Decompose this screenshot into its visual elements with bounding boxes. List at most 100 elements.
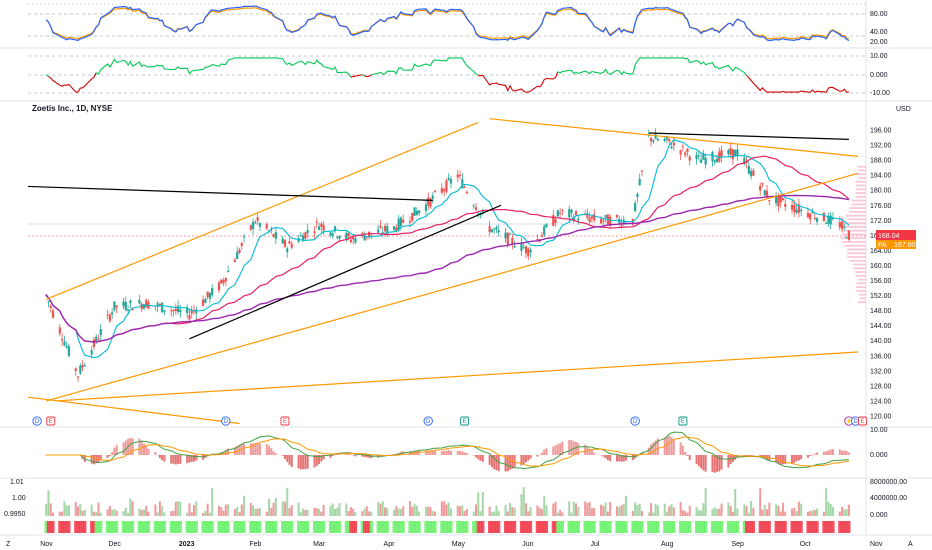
sma-mid-line (45, 155, 850, 343)
osc-line-positive (362, 74, 365, 77)
trend-bar (369, 521, 373, 533)
macd-hist-bar (145, 446, 148, 455)
trend-bar (206, 521, 210, 533)
volume-bar (106, 509, 109, 516)
volume-profile-bar (858, 293, 866, 296)
osc-lines (45, 57, 849, 93)
volume-bar (95, 512, 98, 516)
volume-bar (361, 511, 364, 516)
volume-bar (504, 505, 507, 516)
candle-body (111, 312, 114, 315)
volume-profile-bar (851, 203, 866, 206)
candle-body (49, 305, 52, 308)
candle-body (106, 314, 109, 316)
candle-body (63, 341, 66, 346)
volume-bar (791, 508, 794, 516)
macd-hist-bar (577, 443, 580, 455)
macd-hist-bar (700, 455, 703, 469)
macd-hist-bar (686, 455, 689, 456)
candle-body (299, 235, 302, 237)
trend-bar (394, 521, 398, 533)
volume-bar (800, 503, 803, 516)
price-tick: 196.00 (870, 128, 892, 135)
macd-hist-bar (97, 455, 100, 462)
volume-bar (766, 509, 769, 516)
volume-bar (625, 495, 628, 516)
macd-hist-bar (670, 437, 673, 455)
candle-body (781, 198, 785, 200)
volume-bar (763, 504, 766, 516)
macd-hist-bar (320, 455, 323, 462)
trend-bar (78, 521, 82, 533)
trend-bar (83, 521, 87, 533)
time-label: Mar (313, 541, 326, 548)
volume-bar (329, 505, 332, 516)
osc-line-negative (746, 75, 849, 93)
trend-bar (765, 521, 769, 533)
macd-hist-bar (193, 455, 195, 462)
trend-bar (790, 521, 794, 533)
candle-body (825, 222, 828, 224)
volume-bar (190, 512, 193, 516)
event-marker-dividend: D (32, 416, 42, 426)
volume-bar (841, 506, 844, 516)
volume-bar (538, 507, 541, 516)
trend-bar (297, 521, 301, 533)
trend-bar (408, 521, 412, 533)
volume-profile-bar (856, 282, 866, 285)
volume-bar (634, 502, 637, 516)
volume-bar (604, 502, 607, 516)
trendline-black-support (189, 204, 502, 340)
trend-bar (65, 521, 69, 533)
macd-hist-bar (811, 454, 814, 456)
stoch-tick-20: 20.00 (870, 39, 888, 46)
volume-bar (431, 511, 434, 516)
volume-bar (672, 507, 675, 516)
candle-body (472, 205, 475, 207)
candle-body (304, 232, 307, 239)
volume-bar (74, 501, 77, 516)
macd-hist-bar (529, 455, 532, 459)
volume-bar (784, 511, 787, 516)
volume-bar (170, 511, 173, 516)
time-corner-left: Z (6, 541, 11, 548)
trend-bar (337, 521, 342, 533)
macd-hist-bar (302, 455, 305, 470)
trend-bar (381, 521, 385, 533)
price-tick: 148.00 (870, 308, 892, 315)
trend-bar (378, 521, 383, 533)
last-price-box (876, 230, 916, 240)
candle-body (477, 213, 480, 215)
macd-hist-bar (843, 450, 846, 455)
volume-bar (622, 503, 625, 516)
macd-hist-bar (745, 455, 748, 456)
time-label: Nov (40, 541, 53, 548)
volume-bar (540, 509, 543, 516)
macd-hist-bar (445, 450, 448, 455)
vol-left-tick-1: 1.01 (10, 479, 24, 486)
candle-body (283, 240, 287, 247)
volume-bar (322, 505, 325, 516)
volume-bar (481, 491, 484, 516)
candle-body (520, 242, 523, 252)
trend-bar (315, 521, 319, 533)
trend-bar (201, 521, 205, 533)
trend-bar (237, 521, 242, 533)
macd-hist-bar (809, 455, 812, 457)
candle-body (445, 180, 448, 192)
macd-hist-bar (111, 452, 114, 455)
trend-bar (699, 521, 703, 533)
volume-bar (718, 508, 721, 516)
macd-hist-bar (195, 455, 198, 461)
trend-bar (799, 521, 803, 533)
macd-hist-bar (495, 455, 498, 471)
volume-bar (206, 503, 209, 516)
trend-bar-strip (44, 521, 851, 533)
candle-body (347, 233, 350, 236)
macd-hist-bar (650, 444, 653, 455)
candle-body (272, 234, 275, 237)
event-markers[interactable]: D E D E D E D E ⚡ D E (32, 416, 867, 426)
volume-bar (559, 509, 562, 516)
macd-hist-bar (781, 455, 784, 465)
volume-bar (650, 503, 653, 516)
